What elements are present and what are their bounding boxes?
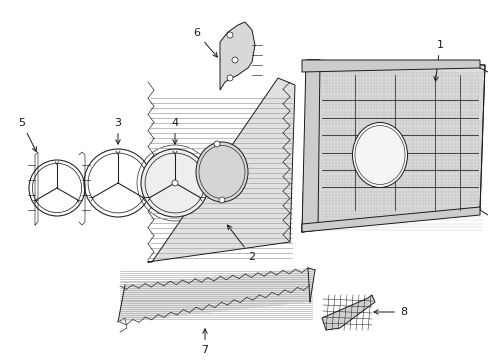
Ellipse shape — [352, 122, 407, 188]
Circle shape — [231, 57, 238, 63]
Text: 2: 2 — [227, 225, 255, 262]
Circle shape — [172, 180, 178, 186]
Polygon shape — [220, 22, 254, 90]
Circle shape — [226, 32, 232, 38]
Circle shape — [219, 197, 224, 203]
Polygon shape — [302, 60, 319, 232]
Text: 5: 5 — [19, 118, 36, 152]
Circle shape — [226, 75, 232, 81]
Text: 4: 4 — [171, 118, 178, 144]
Polygon shape — [302, 60, 484, 232]
Text: 1: 1 — [433, 40, 443, 81]
Text: 6: 6 — [193, 28, 217, 57]
Text: 3: 3 — [114, 118, 121, 144]
Circle shape — [141, 149, 208, 217]
Polygon shape — [321, 295, 374, 330]
Circle shape — [214, 141, 220, 147]
Polygon shape — [118, 268, 314, 322]
Polygon shape — [302, 60, 479, 72]
Text: 8: 8 — [373, 307, 407, 317]
Polygon shape — [148, 78, 294, 262]
Text: 7: 7 — [201, 329, 208, 355]
Ellipse shape — [196, 142, 247, 202]
Polygon shape — [302, 207, 479, 232]
